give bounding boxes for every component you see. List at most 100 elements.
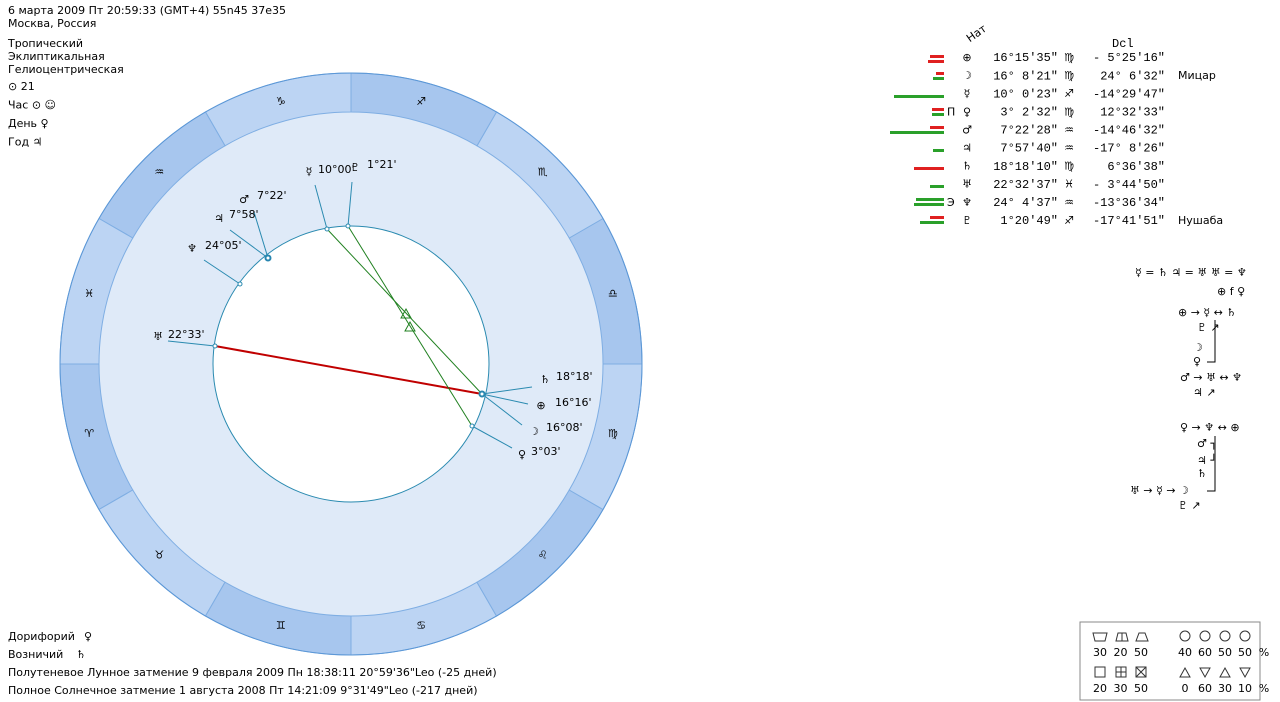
planet-glyph: ♅ (153, 330, 163, 343)
row-declination: -17° 8'26" (1093, 142, 1165, 156)
row-declination: 24° 6'32" (1100, 69, 1165, 83)
wheel-inner-circle (212, 225, 490, 503)
planet-label: 3°03' (531, 445, 561, 458)
planet-glyph: ♆ (187, 242, 197, 255)
date-line: 6 марта 2009 Пт 20:59:33 (GMT+4) 55n45 3… (8, 4, 286, 17)
planet-label: 1°21' (367, 158, 397, 171)
aspect-line-text: ♃ ↗ (1193, 386, 1216, 399)
stat-value: 30 (1093, 646, 1107, 659)
planet-glyph: ♄ (540, 373, 550, 386)
row-sign: ♍ (1064, 69, 1074, 82)
row-position: 18°18'10" (993, 160, 1058, 174)
setting: Эклиптикальная (8, 50, 105, 63)
stat-value: 50 (1134, 646, 1148, 659)
row-declination: - 3°44'50" (1093, 178, 1165, 192)
stats-icons (1092, 630, 1251, 679)
row-glyph: ☽ (962, 69, 972, 82)
planet-label: 24°05' (205, 239, 242, 252)
sign-glyph: ♈ (84, 427, 94, 440)
planet-point (345, 223, 351, 229)
planet-glyph: ♀ (518, 448, 526, 461)
aspect-line-text: ♀ (1193, 355, 1201, 368)
row-sign: ♐ (1064, 214, 1074, 227)
planet-point (237, 281, 243, 287)
sign-glyph: ♋ (416, 619, 426, 632)
row-glyph: ☿ (964, 87, 971, 100)
row-glyph: ♄ (962, 160, 972, 173)
aspect-line-text: ☿ = ♄ ♃ = ♅ ♅ = ♆ (1135, 266, 1247, 279)
row-glyph: ⊕ (962, 51, 971, 64)
row-glyph: ♆ (962, 196, 972, 209)
info-line: ⊙ 21 (8, 80, 35, 93)
planet-glyph: ☽ (529, 425, 539, 438)
location: Москва, Россия (8, 17, 96, 30)
sign-glyph: ♎ (608, 287, 618, 300)
planet-glyph: ♂ (239, 193, 249, 206)
planet-glyph: ♃ (214, 212, 224, 225)
eclipse: Полное Солнечное затмение 1 августа 2008… (8, 684, 478, 697)
row-position: 7°22'28" (1000, 124, 1058, 138)
planet-pointer (471, 425, 513, 449)
strength-bars (890, 55, 944, 224)
planet-label: 16°16' (555, 396, 592, 409)
planet-pointer (481, 386, 533, 395)
aspect-line-text: ♅ → ☿ → ☽ (1130, 484, 1189, 497)
row-sign: ♓ (1064, 178, 1074, 191)
star-name: Возничий (8, 648, 63, 661)
stat-unit: % (1259, 646, 1269, 659)
aspect-line-text: ♇ ↗ (1197, 321, 1220, 334)
wheel-outer (59, 72, 643, 656)
aspect-connectors (1207, 320, 1216, 492)
row-position: 7°57'40" (1000, 142, 1058, 156)
info-line: Час ⊙ ☺ (8, 99, 56, 112)
row-position: 16°15'35" (993, 51, 1058, 65)
star-glyph: ♀ (84, 630, 92, 643)
sign-glyph: ♐ (416, 95, 426, 108)
aspect-symbol (400, 307, 416, 332)
stats-box (1079, 621, 1261, 701)
nat-header: Нат (964, 22, 989, 45)
row-sign: ♍ (1064, 105, 1074, 118)
planet-point (265, 255, 271, 261)
row-star: Мицар (1178, 69, 1216, 82)
stat-value: 30 (1114, 682, 1128, 695)
row-declination: -14°29'47" (1093, 87, 1165, 101)
planet-point (212, 343, 218, 349)
sign-glyph: ♌ (538, 549, 548, 562)
row-position: 1°20'49" (1000, 214, 1058, 228)
sign-glyph: ♊ (276, 619, 286, 632)
row-declination: -14°46'32" (1093, 124, 1165, 138)
planet-pointer (203, 259, 241, 285)
row-star: Нушаба (1178, 214, 1223, 227)
aspect-line-text: ☽ (1193, 341, 1203, 354)
row-glyph: ♂ (962, 123, 972, 136)
star-name: Дорифорий (8, 630, 75, 643)
row-glyph: ♀ (963, 105, 971, 118)
row-declination: 6°36'38" (1107, 160, 1165, 174)
stat-value: 10 (1238, 682, 1252, 695)
stat-value: 0 (1182, 682, 1189, 695)
sign-glyph: ♒ (154, 165, 164, 178)
sign-glyph: ♉ (154, 549, 164, 562)
stat-unit: % (1259, 682, 1269, 695)
aspect-line (347, 225, 473, 427)
row-glyph: ♅ (962, 178, 972, 191)
stat-value: 20 (1114, 646, 1128, 659)
row-position: 3° 2'32" (1000, 105, 1058, 119)
sign-glyph: ♓ (84, 287, 94, 300)
planet-pointer (347, 181, 353, 227)
row-declination: 12°32'33" (1100, 105, 1165, 119)
aspect-line-text: ♄ (1197, 467, 1207, 480)
aspect-line (214, 345, 483, 395)
aspect-line-text: ♇ ↗ (1178, 499, 1201, 512)
planet-pointer (229, 229, 269, 259)
info-line: Год ♃ (8, 136, 42, 149)
stat-value: 60 (1198, 646, 1212, 659)
sign-glyph: ♏ (538, 165, 548, 178)
info-line: День ♀ (8, 117, 49, 130)
stat-value: 30 (1218, 682, 1232, 695)
stat-value: 50 (1134, 682, 1148, 695)
row-declination: - 5°25'16" (1093, 51, 1165, 65)
aspect-line-text: ♀ → ♆ ↔ ⊕ (1180, 421, 1240, 434)
